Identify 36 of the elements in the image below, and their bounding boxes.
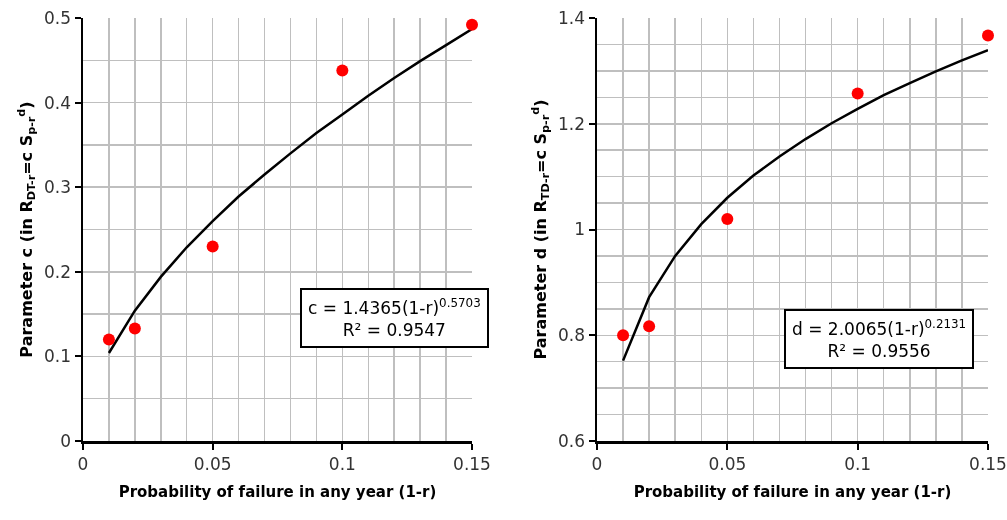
x-axis-title: Probability of failure in any year (1-r) [633, 483, 952, 502]
y-tick-label: 1.2 [558, 113, 586, 134]
x-tick-label: 0 [77, 453, 89, 474]
x-tick-label: 0 [591, 453, 603, 474]
point [851, 87, 864, 100]
point [721, 212, 734, 225]
y-tick-label: 0.6 [558, 430, 586, 451]
annotation: d = 2.0065(1-r)$^{0.2131}$ [792, 317, 967, 340]
y-tick-label: 0.3 [44, 177, 72, 198]
y-tick-label: 0.4 [44, 92, 72, 113]
point [617, 329, 630, 342]
line-series [621, 49, 988, 362]
annotation: c = 1.4365(1-r)$^{0.5703}$ [308, 296, 481, 319]
x-tick-label: 0.1 [328, 453, 356, 474]
point [128, 322, 141, 335]
x-tick-label: 0.05 [708, 453, 747, 474]
point [336, 64, 349, 77]
y-tick-label: 1 [574, 219, 586, 240]
x-tick-label: 0.15 [453, 453, 491, 474]
y-tick-label: 0.2 [44, 261, 72, 282]
annotation: R² = 0.9547 [342, 320, 446, 341]
x-tick-label: 0.05 [193, 453, 232, 474]
y-tick-label: 0.8 [558, 325, 586, 346]
point [643, 320, 656, 333]
x-tick-label: 0.15 [969, 453, 1007, 474]
annotation: R² = 0.9556 [827, 341, 931, 362]
y-tick-label: 0 [60, 430, 72, 451]
y-tick-label: 0.5 [44, 7, 72, 28]
y-tick-label: 0.1 [44, 346, 72, 367]
point [206, 240, 219, 253]
y-tick-label: 1.4 [558, 7, 586, 28]
x-tick-label: 0.1 [844, 453, 872, 474]
point [982, 29, 994, 42]
point [102, 333, 115, 346]
x-axis-title: Probability of failure in any year (1-r) [118, 483, 437, 502]
point [466, 18, 478, 31]
